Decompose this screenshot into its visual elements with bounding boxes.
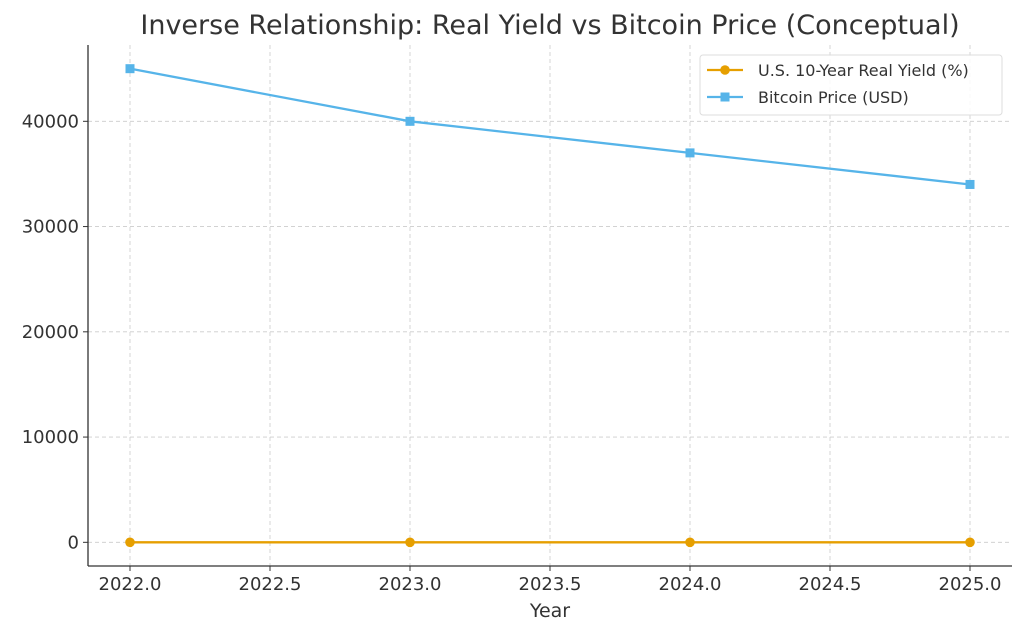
x-axis-label: Year bbox=[529, 600, 570, 622]
y-tick-label: 0 bbox=[68, 532, 79, 553]
data-point bbox=[965, 537, 975, 547]
data-point bbox=[125, 538, 135, 548]
x-tick-label: 2024.5 bbox=[799, 574, 862, 595]
legend-label-bitcoin: Bitcoin Price (USD) bbox=[758, 88, 909, 107]
grid bbox=[88, 45, 1012, 566]
data-point bbox=[686, 148, 695, 157]
data-point bbox=[126, 64, 135, 73]
y-tick-label: 30000 bbox=[22, 217, 79, 238]
x-tick-label: 2025.0 bbox=[939, 574, 1002, 595]
x-tick-label: 2023.0 bbox=[379, 574, 442, 595]
y-tick-label: 20000 bbox=[22, 322, 79, 343]
data-point bbox=[405, 537, 415, 547]
data-point bbox=[685, 537, 695, 547]
legend: U.S. 10-Year Real Yield (%) Bitcoin Pric… bbox=[700, 55, 1002, 115]
x-tick-label: 2023.5 bbox=[519, 574, 582, 595]
legend-label-yield: U.S. 10-Year Real Yield (%) bbox=[758, 61, 969, 80]
legend-marker-bitcoin bbox=[721, 93, 730, 102]
y-tick-label: 40000 bbox=[22, 111, 79, 132]
chart-title: Inverse Relationship: Real Yield vs Bitc… bbox=[140, 10, 959, 41]
data-point bbox=[406, 117, 415, 126]
x-tick-label: 2022.0 bbox=[99, 574, 162, 595]
legend-marker-yield bbox=[720, 65, 730, 75]
x-tick-label: 2024.0 bbox=[659, 574, 722, 595]
y-tick-label: 10000 bbox=[22, 427, 79, 448]
ticks: 2022.0 2022.5 2023.0 2023.5 2024.0 2024.5 2025… bbox=[22, 111, 1002, 595]
data-point bbox=[966, 180, 975, 189]
x-tick-label: 2022.5 bbox=[239, 574, 302, 595]
